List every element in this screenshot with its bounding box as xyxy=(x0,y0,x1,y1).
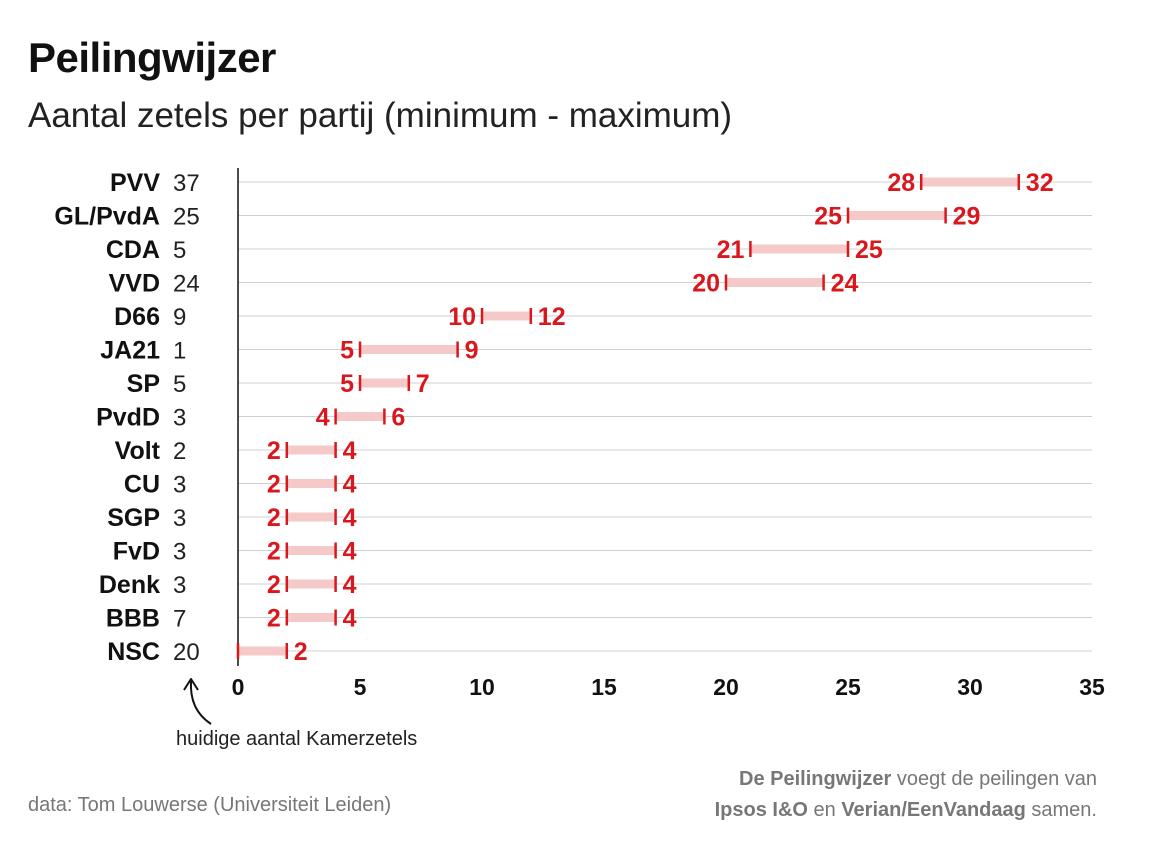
current-seats-label: 25 xyxy=(173,204,200,231)
range-bar xyxy=(360,378,409,388)
current-seats-label: 20 xyxy=(173,639,200,666)
range-bar xyxy=(848,211,946,220)
range-min-label: 10 xyxy=(448,303,476,331)
x-tick-label: 30 xyxy=(957,674,983,700)
current-seats-label: 5 xyxy=(173,237,186,264)
current-seats-label: 3 xyxy=(173,572,186,599)
range-bar xyxy=(335,412,385,421)
range-min-label: 25 xyxy=(814,203,842,231)
range-max-label: 4 xyxy=(343,471,357,499)
range-max-label: 2 xyxy=(294,638,308,666)
range-min-label: 28 xyxy=(887,169,915,197)
current-seats-label: 5 xyxy=(173,371,186,398)
party-label: CDA xyxy=(106,236,160,264)
range-max-label: 32 xyxy=(1026,169,1054,197)
range-min-label: 2 xyxy=(267,437,281,465)
current-seats-label: 7 xyxy=(173,606,186,633)
range-bar xyxy=(921,177,1019,187)
range-min-label: 21 xyxy=(717,236,745,264)
range-min-label: 5 xyxy=(340,370,354,398)
current-seats-label: 3 xyxy=(173,405,186,432)
range-bar xyxy=(286,613,336,622)
party-label: CU xyxy=(124,471,160,499)
range-min-label: 5 xyxy=(340,337,354,365)
annotation-arrowhead xyxy=(183,678,199,691)
current-seats-label: 24 xyxy=(173,271,200,298)
chart-title: Peilingwijzer xyxy=(28,34,276,81)
range-max-label: 29 xyxy=(953,203,981,231)
x-tick-label: 25 xyxy=(835,674,861,700)
range-max-label: 7 xyxy=(416,370,430,398)
range-min-label: 4 xyxy=(316,404,330,432)
annotation-arrow xyxy=(189,680,212,725)
party-label: NSC xyxy=(107,638,160,666)
current-seats-label: 3 xyxy=(173,505,186,532)
party-label: Denk xyxy=(99,571,160,599)
party-label: FvD xyxy=(113,538,160,566)
current-seats-label: 9 xyxy=(173,304,186,331)
party-label: D66 xyxy=(114,303,160,331)
note-bold-verian: Verian/EenVandaag xyxy=(841,799,1026,821)
range-bar xyxy=(726,278,824,287)
range-bar xyxy=(482,311,531,321)
range-min-label: 2 xyxy=(267,504,281,532)
note-bold-peilingwijzer: De Peilingwijzer xyxy=(739,768,892,790)
range-bar xyxy=(750,244,848,254)
range-min-label: 2 xyxy=(267,538,281,566)
range-bar xyxy=(286,546,336,555)
current-seats-label: 3 xyxy=(173,539,186,566)
current-seats-label: 1 xyxy=(173,338,186,365)
party-label: SGP xyxy=(107,504,160,532)
current-seats-label: 3 xyxy=(173,472,186,499)
chart-subtitle: Aantal zetels per partij (minimum - maxi… xyxy=(28,96,733,135)
range-max-label: 4 xyxy=(343,538,357,566)
range-bar xyxy=(360,345,458,354)
range-bar xyxy=(286,512,336,522)
x-tick-label: 15 xyxy=(591,674,617,700)
range-max-label: 4 xyxy=(343,605,357,633)
current-seats-label: 2 xyxy=(173,438,186,465)
current-seats-annotation: huidige aantal Kamerzetels xyxy=(176,728,418,750)
range-bar xyxy=(286,579,336,589)
x-tick-label: 20 xyxy=(713,674,739,700)
range-bar xyxy=(286,479,336,488)
range-min-label: 2 xyxy=(267,571,281,599)
current-seats-label: 37 xyxy=(173,170,200,197)
range-max-label: 24 xyxy=(831,270,859,298)
party-label: SP xyxy=(127,370,160,398)
party-label: Volt xyxy=(115,437,161,465)
party-label: PvdD xyxy=(96,404,160,432)
note-text-1: voegt de peilingen van xyxy=(891,768,1097,790)
methodology-note: De Peilingwijzer voegt de peilingen van … xyxy=(577,764,1097,826)
range-max-label: 12 xyxy=(538,303,566,331)
party-label: GL/PvdA xyxy=(54,203,160,231)
range-max-label: 4 xyxy=(343,437,357,465)
range-bar xyxy=(286,445,336,455)
note-text-3: samen. xyxy=(1025,799,1097,821)
party-label: BBB xyxy=(106,605,160,633)
range-max-label: 25 xyxy=(855,236,883,264)
range-min-label: 20 xyxy=(692,270,720,298)
range-max-label: 4 xyxy=(343,571,357,599)
party-label: PVV xyxy=(110,169,160,197)
range-min-label: 2 xyxy=(267,471,281,499)
source-note: data: Tom Louwerse (Universiteit Leiden) xyxy=(28,794,392,816)
party-label: VVD xyxy=(109,270,160,298)
x-tick-label: 0 xyxy=(232,674,245,700)
range-min-label: 2 xyxy=(267,605,281,633)
range-max-label: 6 xyxy=(391,404,405,432)
x-tick-label: 10 xyxy=(469,674,495,700)
x-tick-label: 35 xyxy=(1079,674,1105,700)
note-text-2: en xyxy=(807,799,842,821)
party-label: JA21 xyxy=(100,337,160,365)
range-bar xyxy=(238,646,287,656)
range-max-label: 9 xyxy=(465,337,479,365)
range-max-label: 4 xyxy=(343,504,357,532)
note-bold-ipsos: Ipsos I&O xyxy=(714,799,808,821)
x-tick-label: 5 xyxy=(354,674,367,700)
